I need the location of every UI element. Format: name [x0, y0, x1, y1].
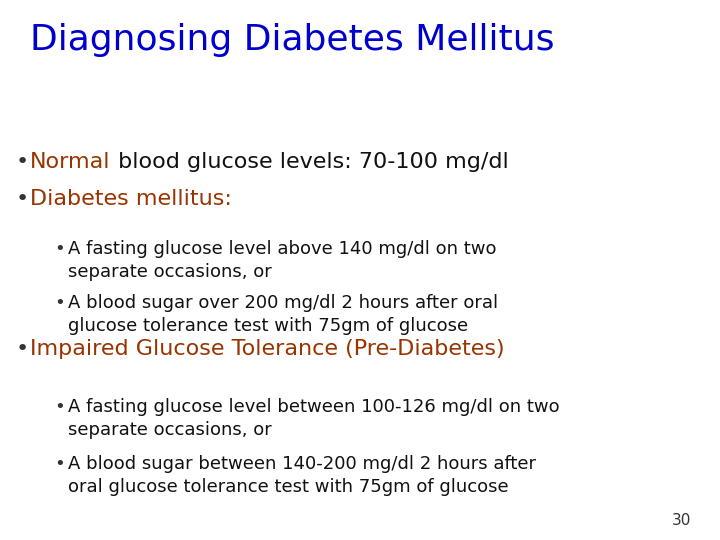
- Text: •: •: [54, 398, 65, 416]
- Text: Impaired Glucose Tolerance (Pre-Diabetes): Impaired Glucose Tolerance (Pre-Diabetes…: [30, 339, 505, 359]
- Text: A blood sugar between 140-200 mg/dl 2 hours after
oral glucose tolerance test wi: A blood sugar between 140-200 mg/dl 2 ho…: [68, 455, 536, 496]
- Text: blood glucose levels: 70-100 mg/dl: blood glucose levels: 70-100 mg/dl: [111, 152, 508, 172]
- Text: •: •: [16, 189, 29, 209]
- Text: •: •: [54, 294, 65, 312]
- Text: A fasting glucose level between 100-126 mg/dl on two
separate occasions, or: A fasting glucose level between 100-126 …: [68, 398, 560, 439]
- Text: Diagnosing Diabetes Mellitus: Diagnosing Diabetes Mellitus: [30, 23, 554, 57]
- Text: •: •: [54, 240, 65, 258]
- Text: Normal: Normal: [30, 152, 111, 172]
- Text: •: •: [54, 455, 65, 472]
- Text: •: •: [16, 339, 29, 359]
- Text: Diabetes mellitus:: Diabetes mellitus:: [30, 189, 232, 209]
- Text: •: •: [16, 152, 29, 172]
- Text: A blood sugar over 200 mg/dl 2 hours after oral
glucose tolerance test with 75gm: A blood sugar over 200 mg/dl 2 hours aft…: [68, 294, 498, 335]
- Text: 30: 30: [672, 513, 691, 528]
- Text: A fasting glucose level above 140 mg/dl on two
separate occasions, or: A fasting glucose level above 140 mg/dl …: [68, 240, 497, 281]
